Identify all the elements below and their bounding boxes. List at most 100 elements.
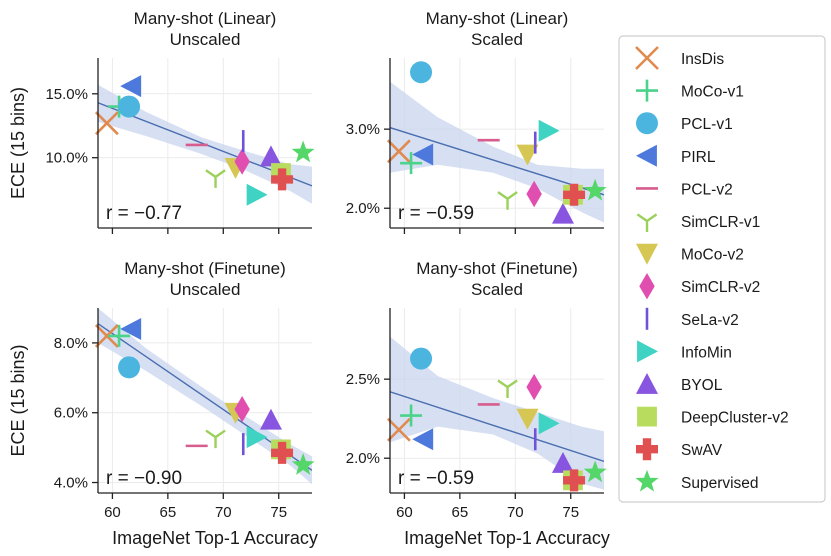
panel-title: Many-shot (Finetune) (416, 259, 578, 278)
point-swav (271, 441, 294, 464)
legend-marker-pirl (636, 144, 657, 167)
point-simclr-v1 (205, 429, 226, 449)
point-simclr-v2 (234, 148, 250, 175)
correlation-label: r = −0.77 (106, 203, 182, 224)
point-supervised (583, 178, 607, 201)
point-insdis (94, 111, 119, 136)
point-byol (551, 451, 574, 473)
point-pcl-v1 (118, 95, 141, 118)
point-moco-v1 (108, 324, 131, 347)
point-pcl-v1 (410, 61, 433, 84)
y-tick-label: 2.5% (346, 371, 380, 388)
y-tick-label: 15.0% (45, 86, 88, 103)
point-insdis (386, 417, 411, 442)
legend-label: SimCLR-v2 (681, 279, 760, 296)
x-tick-label: 65 (452, 504, 469, 521)
y-tick-label: 3.0% (346, 121, 380, 138)
panel-title: Many-shot (Linear) (426, 9, 569, 28)
x-tick-label: 70 (215, 504, 232, 521)
point-supervised (291, 452, 315, 475)
point-simclr-v1 (497, 191, 518, 210)
point-moco-v2 (516, 408, 539, 430)
legend-marker-swav (636, 438, 658, 461)
legend-label: BYOL (681, 377, 723, 394)
legend-marker-pcl-v1 (636, 112, 658, 135)
correlation-label: r = −0.59 (398, 468, 474, 489)
legend-marker-infomin (637, 340, 658, 363)
regression-line (390, 126, 604, 196)
legend-box (618, 35, 826, 503)
panel-1: 10.0% 15.0% Many-shot (Linear) Unscaled r = … (8, 9, 315, 234)
confidence-band (390, 81, 604, 223)
point-supervised (291, 140, 315, 163)
legend-marker-insdis (635, 46, 659, 70)
correlation-label: r = −0.59 (398, 203, 474, 224)
y-tick-label: 10.0% (45, 150, 88, 167)
point-moco-v1 (400, 152, 423, 175)
panel-3: 60 65 70 75 4.0% 6.0% 8.0% Many-shot (Finetune)… (8, 259, 318, 548)
x-axis-label: ImageNet Top-1 Accuracy (404, 528, 610, 548)
point-swav (563, 183, 586, 206)
point-pirl (412, 143, 434, 166)
point-byol (551, 202, 574, 224)
legend-label: DeepCluster-v2 (681, 410, 789, 427)
legend-label: PCL-v2 (681, 181, 733, 198)
y-tick-label: 2.0% (346, 200, 380, 217)
panel-subtitle: Scaled (471, 280, 523, 299)
correlation-label: r = −0.90 (106, 468, 182, 489)
point-byol (259, 408, 282, 430)
point-simclr-v2 (526, 373, 542, 401)
regression-line (390, 391, 604, 463)
legend-marker-simclr-v2 (639, 273, 655, 300)
point-swav (271, 168, 294, 191)
legend-marker-byol (636, 373, 658, 394)
panel-4: 60 65 70 75 2.0% 2.5% Many-shot (Finetune) Scal… (346, 259, 610, 548)
panel-title: Many-shot (Linear) (134, 9, 277, 28)
point-infomin (246, 183, 268, 206)
legend-marker-moco-v1 (636, 79, 658, 102)
panel-subtitle: Unscaled (170, 280, 241, 299)
legend-marker-deepcluster-v2 (637, 406, 657, 427)
point-infomin (538, 412, 560, 435)
legend-label: MoCo-v1 (681, 84, 744, 101)
x-axis-label: ImageNet Top-1 Accuracy (112, 528, 318, 548)
confidence-band (390, 336, 604, 490)
x-tick-label: 70 (507, 504, 524, 521)
legend: InsDis MoCo-v1 PCL-v1 PIRL PCL-v2 SimCLR-v1 Mo… (618, 35, 826, 503)
point-moco-v2 (516, 144, 539, 166)
y-tick-label: 2.0% (346, 450, 380, 467)
legend-label: PCL-v1 (681, 116, 733, 133)
point-insdis (386, 139, 411, 164)
legend-label: PIRL (681, 149, 716, 166)
point-pirl (412, 428, 434, 451)
legend-marker-supervised (635, 469, 659, 492)
x-tick-label: 75 (270, 504, 287, 521)
legend-label: SimCLR-v1 (681, 214, 760, 231)
x-tick-label: 75 (562, 504, 579, 521)
point-moco-v1 (400, 404, 423, 427)
point-simclr-v1 (497, 379, 518, 399)
y-tick-label: 4.0% (54, 475, 88, 492)
legend-label: InsDis (681, 51, 724, 68)
panel-title: Many-shot (Finetune) (124, 259, 286, 278)
point-simclr-v1 (205, 169, 226, 188)
legend-marker-simclr-v1 (636, 213, 658, 232)
legend-label: SwAV (681, 442, 723, 459)
y-axis-label: ECE (15 bins) (8, 87, 28, 199)
point-simclr-v2 (234, 396, 250, 423)
y-tick-label: 6.0% (54, 405, 88, 422)
legend-label: Supervised (681, 475, 759, 492)
legend-marker-moco-v2 (636, 243, 658, 265)
y-tick-label: 8.0% (54, 335, 88, 352)
x-tick-label: 60 (396, 504, 413, 521)
point-pirl (120, 75, 142, 98)
point-pirl (120, 317, 142, 340)
point-pcl-v1 (410, 347, 433, 370)
x-tick-label: 65 (160, 504, 177, 521)
point-insdis (94, 324, 119, 348)
y-axis-label: ECE (15 bins) (8, 344, 28, 456)
panel-2: 2.0% 3.0% Many-shot (Linear) Scaled r = −0.5… (346, 9, 607, 234)
legend-label: SeLa-v2 (681, 312, 739, 329)
point-simclr-v2 (526, 180, 542, 208)
